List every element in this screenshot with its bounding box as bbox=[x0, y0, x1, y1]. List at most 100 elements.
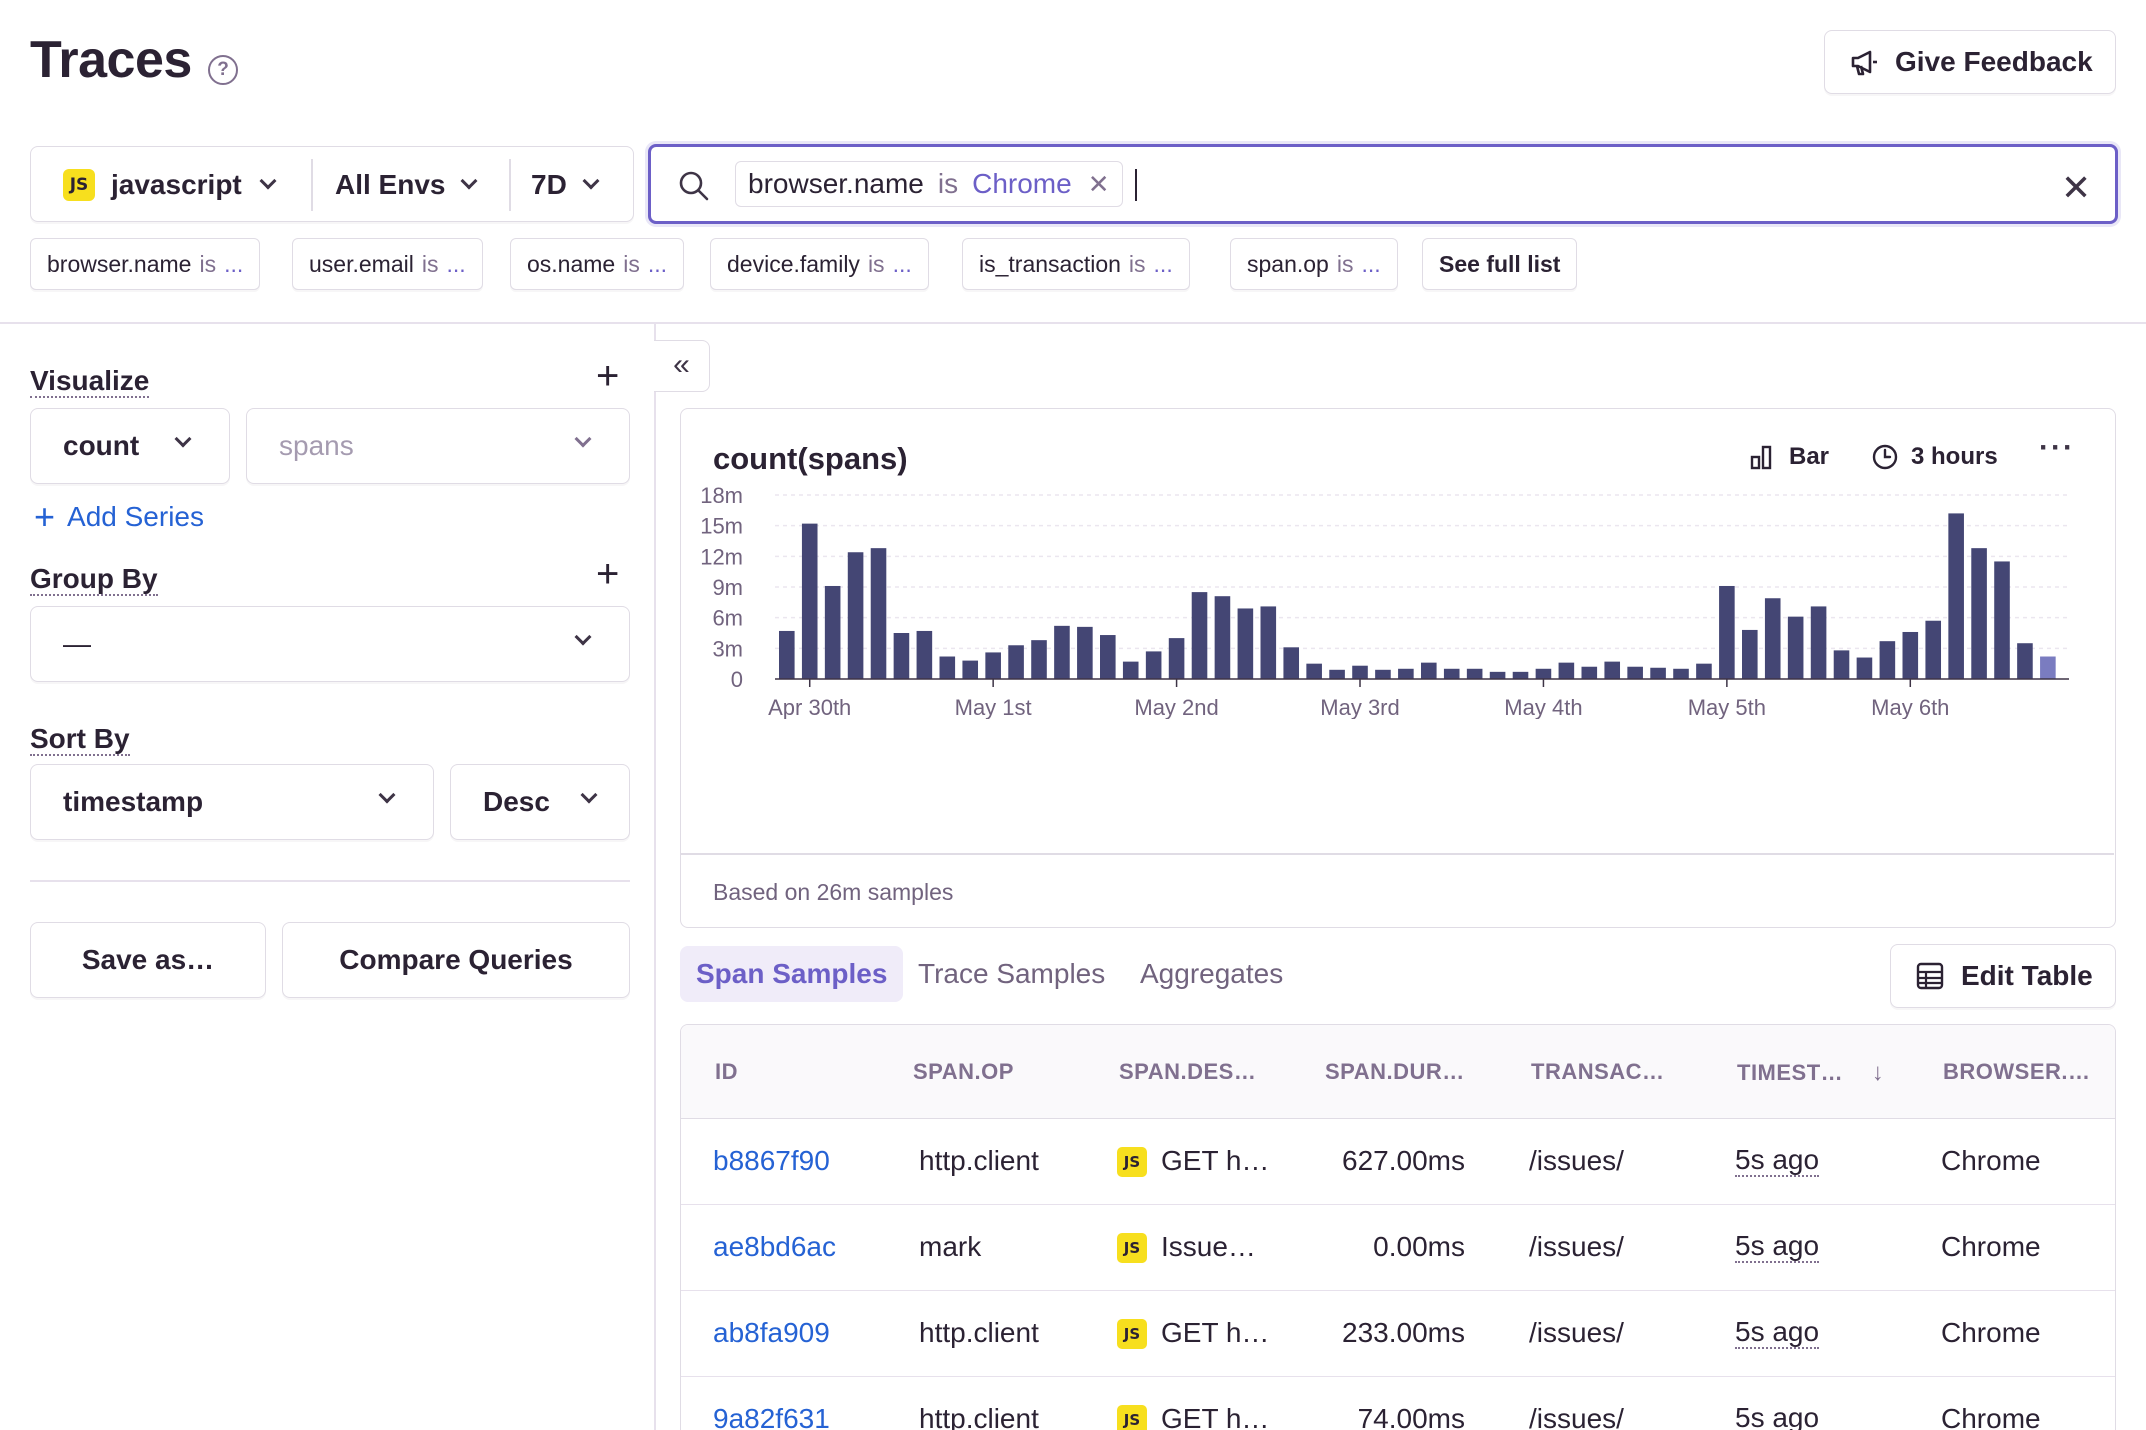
environment-selector[interactable]: All Envs bbox=[335, 147, 478, 223]
span-id-link[interactable]: 9a82f631 bbox=[713, 1403, 830, 1430]
search-query-builder[interactable]: browser.name is Chrome ✕ ✕ bbox=[648, 144, 2118, 224]
add-series-button[interactable]: + Add Series bbox=[34, 496, 204, 538]
y-tick-label: 9m bbox=[712, 575, 743, 600]
chart-bar bbox=[1810, 606, 1827, 679]
chart-bar bbox=[2040, 656, 2056, 679]
suggestion-chip-span-op[interactable]: span.op is... bbox=[1230, 238, 1398, 290]
chip-ellipsis: ... bbox=[892, 250, 912, 277]
span-samples-table: ID SPAN.OP SPAN.DES… SPAN.DUR… TRANSAC… … bbox=[680, 1024, 2116, 1430]
span-id-link[interactable]: ae8bd6ac bbox=[713, 1231, 837, 1262]
give-feedback-button[interactable]: Give Feedback bbox=[1824, 30, 2116, 94]
chevron-down-icon bbox=[574, 628, 592, 646]
chart-bar bbox=[1352, 665, 1368, 679]
suggestion-chip-browser-name[interactable]: browser.name is... bbox=[30, 238, 261, 290]
chart-bar bbox=[2017, 643, 2033, 679]
chart-bar bbox=[1260, 606, 1277, 679]
column-header-transaction[interactable]: TRANSAC… bbox=[1531, 1059, 1665, 1084]
plus-icon: + bbox=[34, 496, 56, 537]
chart-footer-divider bbox=[681, 853, 2114, 855]
chart-bar bbox=[1833, 650, 1850, 679]
filter-key: browser.name bbox=[748, 168, 924, 199]
y-tick-label: 6m bbox=[712, 606, 743, 631]
span-id-link[interactable]: b8867f90 bbox=[713, 1145, 830, 1176]
divider bbox=[509, 159, 511, 211]
sort-desc-arrow-icon: ↓ bbox=[1871, 1059, 1885, 1086]
transaction-cell: /issues/ bbox=[1529, 1317, 1624, 1348]
more-options-icon[interactable]: ··· bbox=[2039, 431, 2075, 464]
suggestion-chip-os-name[interactable]: os.name is... bbox=[510, 238, 685, 290]
column-header-id[interactable]: ID bbox=[715, 1059, 738, 1084]
chart-bar bbox=[1008, 645, 1024, 679]
filter-value[interactable]: Chrome bbox=[972, 168, 1072, 199]
chip-op: is bbox=[421, 250, 439, 277]
edit-table-button[interactable]: Edit Table bbox=[1890, 944, 2116, 1008]
column-header-browser[interactable]: BROWSER.… bbox=[1943, 1059, 2091, 1084]
chip-ellipsis: ... bbox=[1153, 250, 1173, 277]
timestamp-cell: 5s ago bbox=[1735, 1316, 1820, 1349]
timestamp-cell: 5s ago bbox=[1735, 1144, 1820, 1177]
sort-order-dropdown[interactable]: Desc bbox=[450, 764, 630, 840]
tab-span-samples[interactable]: Span Samples bbox=[680, 946, 904, 1002]
chart-bar bbox=[1673, 668, 1689, 679]
table-header: ID SPAN.OP SPAN.DES… SPAN.DUR… TRANSAC… … bbox=[681, 1025, 2115, 1119]
span-duration-cell: 627.00ms bbox=[1342, 1145, 1465, 1176]
x-tick-label: Apr 30th bbox=[768, 695, 851, 719]
project-selector[interactable]: JS javascript bbox=[63, 147, 277, 223]
collapse-sidebar-icon[interactable]: « bbox=[654, 340, 710, 392]
column-header-span-duration[interactable]: SPAN.DUR… bbox=[1325, 1059, 1465, 1084]
filter-operator[interactable]: is bbox=[937, 168, 959, 199]
chart-bar bbox=[1581, 666, 1598, 679]
chip-op: is bbox=[623, 250, 640, 277]
column-header-timestamp[interactable]: TIMEST… ↓ bbox=[1737, 1059, 1884, 1087]
chart-panel: count(spans) Bar 3 hours ··· 0 3m 6m 9m 12m 1… bbox=[680, 408, 2116, 928]
chip-ellipsis: ... bbox=[647, 250, 668, 277]
chart-type-button[interactable]: Bar bbox=[1749, 443, 1829, 471]
y-tick-label: 3m bbox=[712, 636, 743, 661]
suggestion-chip-device-family[interactable]: device.family is... bbox=[710, 238, 929, 290]
add-group-by-plus-icon[interactable]: + bbox=[596, 552, 620, 596]
chevron-down-icon bbox=[378, 786, 396, 804]
aggregate-dropdown[interactable]: count bbox=[30, 408, 230, 484]
table-row: ab8fa909 http.client JS GET h… 233.00ms /… bbox=[681, 1291, 2115, 1377]
see-full-list-button[interactable]: See full list bbox=[1422, 238, 1578, 290]
column-header-span-op[interactable]: SPAN.OP bbox=[913, 1059, 1014, 1084]
date-range-selector[interactable]: 7D bbox=[531, 147, 600, 223]
y-tick-label: 12m bbox=[700, 544, 743, 569]
bar-chart-icon bbox=[1750, 445, 1772, 470]
column-header-span-description[interactable]: SPAN.DES… bbox=[1119, 1059, 1257, 1084]
bar-chart: 0 3m 6m 9m 12m 15m 18m Apr 30th May 1st May 2nd Ma… bbox=[700, 483, 2069, 719]
chevron-down-icon bbox=[580, 786, 598, 804]
sort-field-dropdown[interactable]: timestamp bbox=[30, 764, 434, 840]
chart-interval-button[interactable]: 3 hours bbox=[1871, 443, 1998, 471]
suggestion-chip-user-email[interactable]: user.email is... bbox=[292, 238, 483, 290]
date-range-label: 7D bbox=[531, 169, 567, 200]
save-as-button[interactable]: Save as… bbox=[30, 922, 266, 998]
span-description-cell: JS GET h… bbox=[1117, 1145, 1269, 1177]
tab-trace-samples[interactable]: Trace Samples bbox=[918, 958, 1106, 989]
x-tick-label: May 4th bbox=[1504, 695, 1582, 719]
chart-bar bbox=[1306, 663, 1322, 679]
clear-search-icon[interactable]: ✕ bbox=[2061, 167, 2092, 208]
chip-key: is_transaction bbox=[979, 250, 1121, 277]
search-filter-token[interactable]: browser.name is Chrome ✕ bbox=[735, 161, 1123, 207]
remove-filter-icon[interactable]: ✕ bbox=[1087, 168, 1110, 199]
chevron-down-icon bbox=[582, 172, 600, 190]
edit-table-label: Edit Table bbox=[1961, 960, 2093, 991]
chart-bar bbox=[847, 552, 864, 679]
timestamp-header-label: TIMEST… bbox=[1737, 1060, 1844, 1085]
span-id-link[interactable]: ab8fa909 bbox=[713, 1317, 830, 1348]
chart-bar bbox=[1283, 647, 1300, 679]
chart-bar bbox=[1558, 662, 1575, 679]
javascript-platform-icon: JS bbox=[1117, 1147, 1147, 1177]
help-icon[interactable]: ? bbox=[208, 55, 238, 85]
compare-queries-button[interactable]: Compare Queries bbox=[282, 922, 630, 998]
add-visualize-plus-icon[interactable]: + bbox=[596, 354, 620, 398]
group-by-dropdown[interactable]: — bbox=[30, 606, 630, 682]
tab-aggregates[interactable]: Aggregates bbox=[1140, 958, 1284, 989]
chart-bar bbox=[1466, 668, 1483, 679]
timestamp-cell: 5s ago bbox=[1735, 1403, 1819, 1430]
field-dropdown[interactable]: spans bbox=[246, 408, 630, 484]
chart-bar bbox=[985, 652, 1001, 679]
suggestion-chip-is-transaction[interactable]: is_transaction is... bbox=[962, 238, 1190, 290]
chart-bar bbox=[1696, 663, 1712, 679]
